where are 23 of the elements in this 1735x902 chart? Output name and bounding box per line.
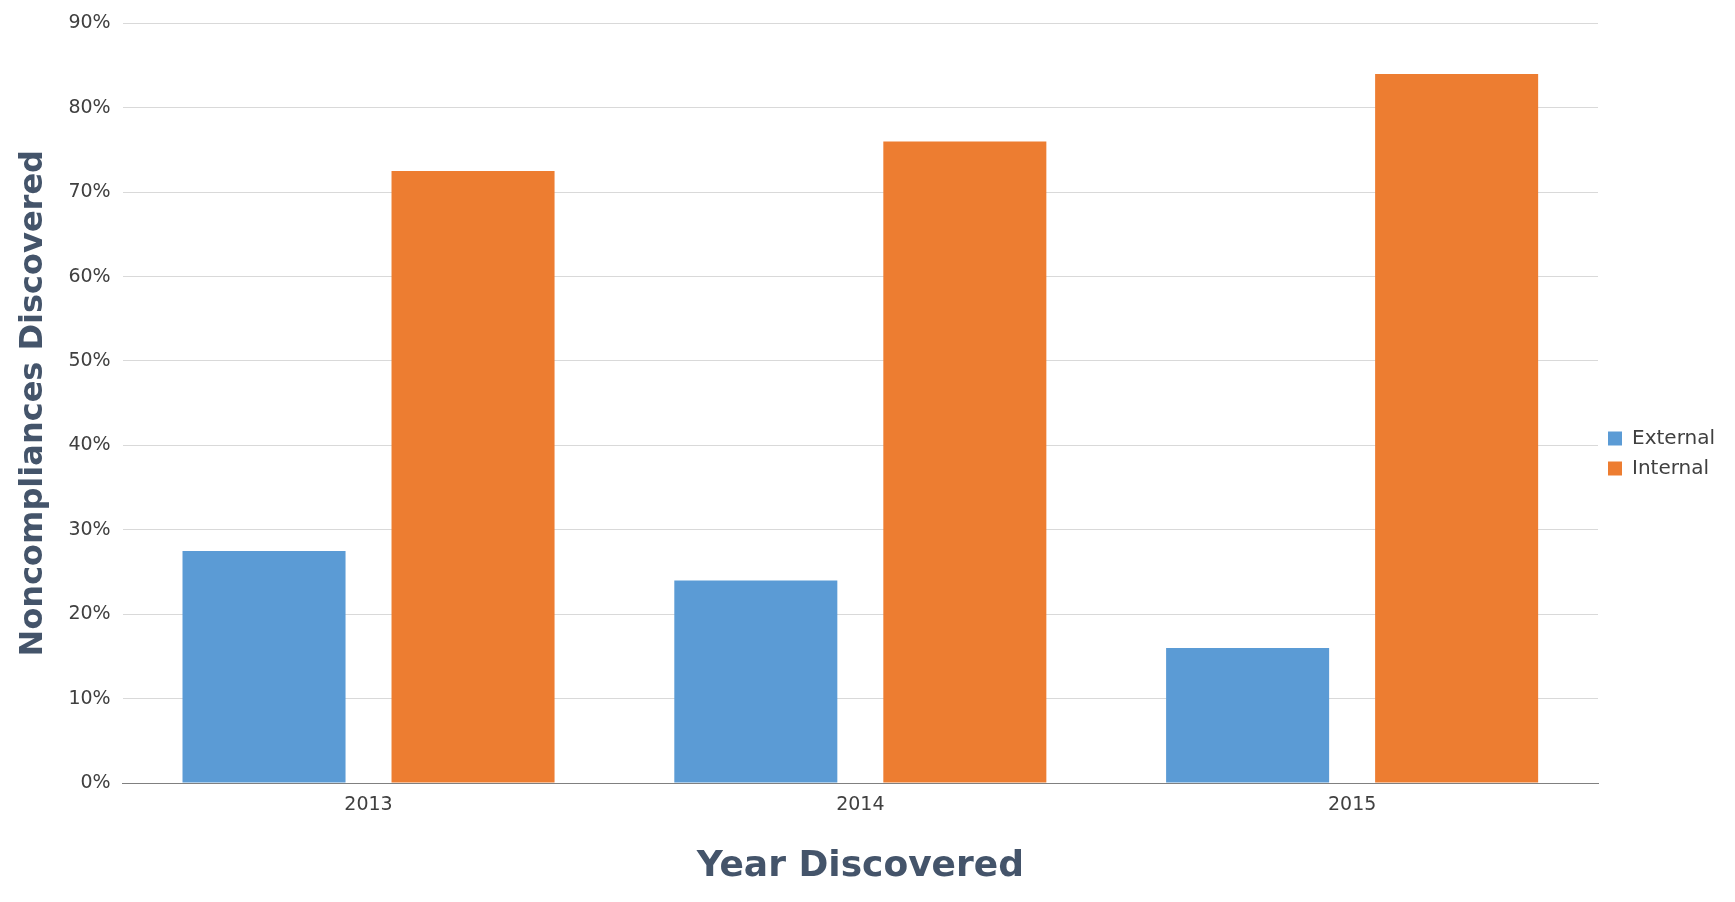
y-tick-label: 50%: [68, 347, 111, 370]
x-axis-title: Year Discovered: [695, 842, 1024, 884]
bar: [674, 580, 838, 783]
y-tick-label: 60%: [68, 263, 111, 286]
x-tick-label: 2015: [1327, 792, 1377, 815]
bar: [391, 171, 555, 783]
x-tick-label: 2013: [344, 792, 393, 815]
legend-label: Internal: [1632, 454, 1710, 479]
y-axis-title: Noncompliances Discovered: [11, 150, 50, 657]
y-tick-label: 80%: [68, 94, 111, 117]
legend-label: External: [1632, 424, 1716, 449]
y-tick-label: 70%: [68, 179, 111, 202]
y-tick-label: 90%: [68, 10, 111, 33]
y-tick-label: 0%: [80, 769, 111, 792]
y-tick-label: 40%: [68, 432, 111, 455]
y-tick-label: 20%: [68, 601, 111, 624]
y-tick-label: 10%: [68, 685, 111, 708]
bar: [1375, 74, 1539, 783]
bar: [182, 550, 346, 783]
bar: [1166, 647, 1330, 783]
bar: [883, 141, 1047, 783]
x-tick-label: 2014: [836, 792, 885, 815]
y-tick-label: 30%: [68, 516, 111, 539]
